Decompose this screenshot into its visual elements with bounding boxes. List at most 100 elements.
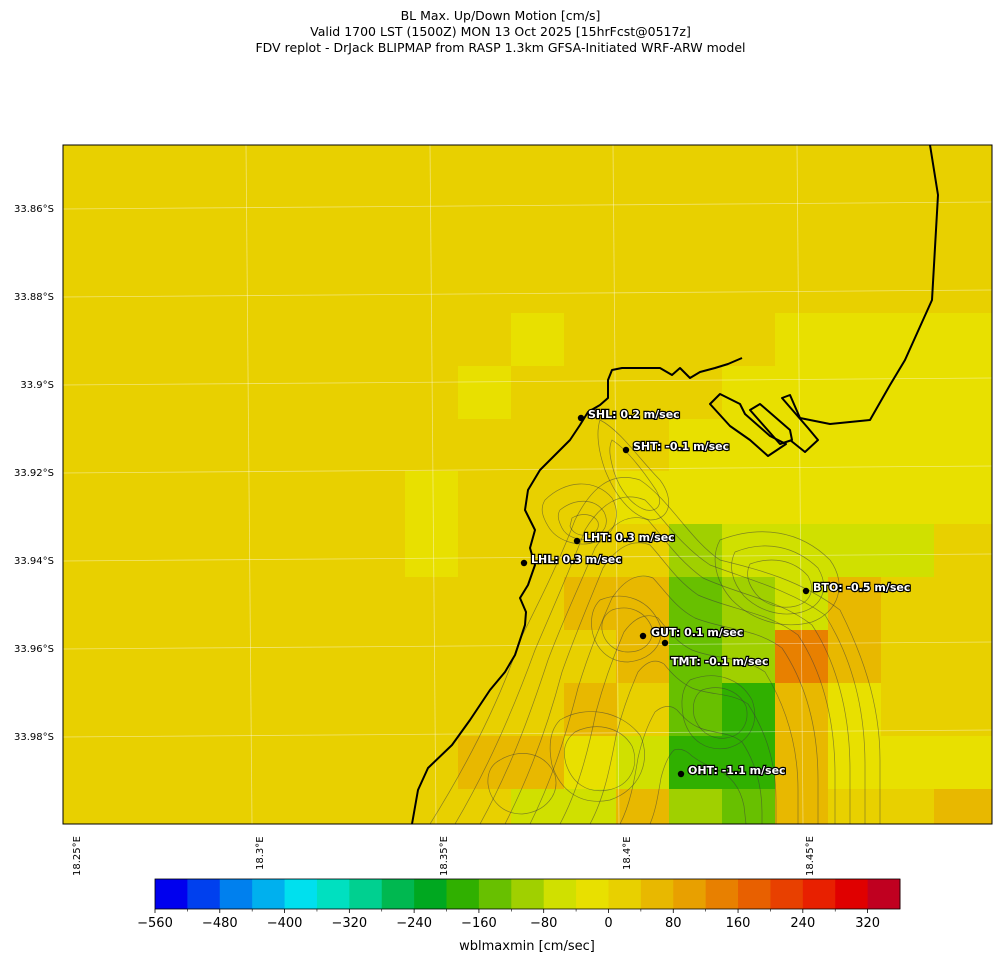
colorbar-tick-label: −400	[267, 916, 303, 931]
field-cell	[564, 736, 617, 789]
colorbar-tick-label: −560	[137, 916, 173, 931]
colorbar-swatch	[543, 879, 577, 909]
station-lht[interactable]: LHT: 0.3 m/sec	[573, 530, 676, 545]
colorbar-swatch	[673, 879, 707, 909]
station-label-lhl: LHL: 0.3 m/sec	[531, 553, 622, 566]
station-gut[interactable]: GUT: 0.1 m/sec	[639, 625, 745, 640]
station-bto[interactable]: BTO: -0.5 m/sec	[802, 580, 912, 595]
colorbar-swatch	[478, 879, 512, 909]
field-cell	[458, 366, 511, 419]
field-cell	[669, 683, 722, 736]
stations: SHL: 0.2 m/sec SHT: -0.1 m/sec LHT: 0.3 …	[520, 407, 912, 778]
colorbar-swatch	[576, 879, 609, 909]
station-shl[interactable]: SHL: 0.2 m/sec	[577, 407, 681, 422]
field-cell	[722, 577, 775, 630]
field-cell	[669, 577, 722, 630]
field-cell	[669, 471, 992, 524]
field-cell	[616, 736, 669, 789]
colorbar-tick-label: −320	[331, 916, 367, 931]
colorbar: −560 −480 −400 −320 −240 −160 −80 0 80 160 240 320 …	[137, 878, 901, 954]
map-title-line-2: Valid 1700 LST (1500Z) MON 13 Oct 2025 […	[310, 24, 691, 39]
colorbar-tick-label: −480	[202, 916, 238, 931]
field-cell	[775, 524, 934, 577]
colorbar-frame	[154, 878, 901, 910]
field-cell	[775, 683, 828, 736]
colorbar-swatch	[511, 879, 545, 909]
station-marker	[577, 414, 585, 422]
field-cells	[405, 313, 992, 824]
field-cell	[722, 683, 775, 736]
field-cell	[511, 789, 564, 824]
station-label-gut: GUT: 0.1 m/sec	[651, 626, 743, 639]
field-cell	[828, 630, 881, 683]
field-cell	[564, 789, 617, 824]
field-cell	[564, 577, 617, 630]
lon-label-18-35: 18.35°E	[439, 836, 450, 876]
station-label-oht: OHT: -1.1 m/sec	[688, 764, 786, 777]
field-cell	[775, 736, 828, 789]
field-cell	[669, 789, 722, 824]
station-marker	[677, 770, 685, 778]
lat-label-33-94: 33.94°S	[14, 556, 54, 567]
map-frame	[62, 144, 993, 825]
colorbar-swatch	[155, 879, 188, 909]
station-label-bto: BTO: -0.5 m/sec	[813, 581, 910, 594]
colorbar-swatch	[252, 879, 286, 909]
colorbar-tick-label: 80	[665, 916, 682, 931]
colorbar-swatches	[155, 879, 901, 909]
colorbar-swatch	[640, 879, 674, 909]
colorbar-tick-label: 240	[790, 916, 815, 931]
field-cell	[828, 683, 881, 736]
station-oht[interactable]: OHT: -1.1 m/sec	[677, 763, 787, 778]
field-cell	[775, 630, 828, 683]
colorbar-swatch	[187, 879, 221, 909]
colorbar-swatch	[349, 879, 383, 909]
field-cell	[511, 313, 564, 366]
field-cell	[669, 419, 992, 472]
field-cell	[669, 524, 722, 577]
lon-label-18-45: 18.45°E	[805, 836, 816, 876]
colorbar-ticks: −560 −480 −400 −320 −240 −160 −80 0 80 160 240 320	[137, 909, 880, 931]
colorbar-tick-label: 160	[726, 916, 751, 931]
station-label-shl: SHL: 0.2 m/sec	[588, 408, 680, 421]
station-label-sht: SHT: -0.1 m/sec	[633, 440, 729, 453]
motion-field	[63, 145, 992, 824]
station-marker	[622, 446, 630, 454]
colorbar-tick-label: 320	[855, 916, 880, 931]
lat-label-33-9: 33.9°S	[20, 380, 54, 391]
station-marker	[573, 537, 581, 545]
colorbar-swatch	[446, 879, 480, 909]
lon-label-18-25: 18.25°E	[72, 836, 83, 876]
colorbar-tick-label: −80	[530, 916, 557, 931]
colorbar-swatch	[381, 879, 415, 909]
colorbar-swatch	[770, 879, 804, 909]
map-title-line-3: FDV replot - DrJack BLIPMAP from RASP 1.…	[255, 40, 746, 55]
colorbar-swatch	[414, 879, 448, 909]
station-marker	[802, 587, 810, 595]
field-cell	[934, 789, 992, 824]
station-label-lht: LHT: 0.3 m/sec	[584, 531, 675, 544]
colorbar-tick-label: −240	[396, 916, 432, 931]
field-cell	[722, 366, 992, 419]
station-lhl[interactable]: LHL: 0.3 m/sec	[520, 552, 623, 567]
lon-label-18-4: 18.4°E	[622, 836, 633, 870]
colorbar-swatch	[705, 879, 739, 909]
field-cell	[828, 736, 881, 789]
station-tmt[interactable]: TMT: -0.1 m/sec	[661, 639, 770, 669]
lat-label-33-86: 33.86°S	[14, 204, 54, 215]
station-marker	[520, 559, 528, 567]
lat-label-33-92: 33.92°S	[14, 468, 54, 479]
coastline	[411, 145, 939, 824]
field-cell	[669, 630, 722, 683]
colorbar-swatch	[316, 879, 350, 909]
field-cell	[616, 789, 669, 824]
lat-label-33-98: 33.98°S	[14, 732, 54, 743]
colorbar-swatch	[738, 879, 771, 909]
station-marker	[639, 632, 647, 640]
colorbar-swatch	[284, 879, 318, 909]
colorbar-label: wblmaxmin [cm/sec]	[459, 939, 595, 954]
colorbar-swatch	[835, 879, 869, 909]
station-sht[interactable]: SHT: -0.1 m/sec	[622, 439, 730, 454]
lat-label-33-96: 33.96°S	[14, 644, 54, 655]
